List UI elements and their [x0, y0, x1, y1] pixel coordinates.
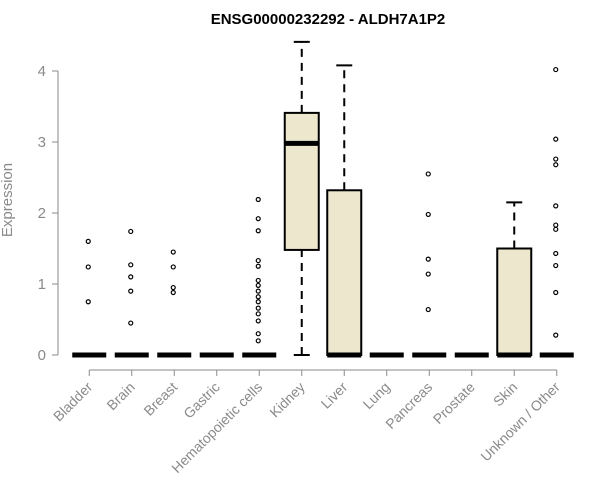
outlier-point — [553, 289, 559, 296]
outlier-point — [553, 66, 559, 73]
outlier-point — [553, 156, 559, 162]
outlier-point — [255, 331, 261, 337]
outlier-point — [255, 294, 261, 300]
outlier-point — [85, 238, 91, 244]
outlier-point — [255, 299, 261, 305]
outlier-point — [128, 320, 134, 326]
outlier-point — [170, 284, 176, 291]
x-tick-label: Liver — [318, 379, 351, 412]
box-iqr — [326, 189, 363, 356]
outlier-point — [255, 277, 261, 284]
y-axis: 0 1 2 3 4 — [38, 63, 59, 364]
x-tick-label: Unknown / Other — [477, 379, 563, 465]
outlier-point — [255, 288, 261, 294]
y-tick-label: 3 — [38, 134, 46, 151]
outlier-point — [170, 264, 176, 270]
outlier-point — [425, 271, 431, 277]
box-iqr — [283, 111, 320, 251]
outlier-point — [128, 262, 134, 268]
outlier-point — [255, 196, 261, 203]
y-tick-label: 0 — [38, 347, 46, 364]
outlier-point — [128, 274, 134, 280]
box-brain — [114, 228, 149, 358]
outlier-point — [255, 338, 261, 344]
y-tick-label: 1 — [38, 276, 46, 293]
box-breast — [157, 249, 192, 358]
x-tick-label: Bladder — [50, 379, 96, 425]
outlier-point — [255, 318, 261, 324]
outlier-point — [553, 250, 559, 257]
x-tick-label: Skin — [490, 379, 521, 410]
outlier-point — [128, 288, 134, 294]
box-hematopoietic-cells — [242, 196, 277, 358]
y-tick-label: 2 — [38, 205, 46, 222]
outlier-point — [553, 136, 559, 142]
outlier-point — [255, 257, 261, 264]
outlier-point — [553, 162, 559, 168]
outlier-point — [170, 249, 176, 255]
box-unknown-other — [539, 66, 574, 358]
outlier-point — [128, 228, 134, 235]
outlier-point — [170, 289, 176, 296]
outlier-point — [255, 216, 261, 222]
box-kidney — [283, 40, 320, 356]
plot-area — [72, 40, 574, 358]
x-tick-label: Lung — [360, 379, 393, 412]
x-tick-label: Breast — [140, 379, 180, 419]
box-pancreas — [412, 171, 447, 358]
x-tick-label: Brain — [103, 379, 137, 413]
y-axis-label: Expression — [0, 163, 16, 237]
chart-title: ENSG00000232292 - ALDH7A1P2 — [211, 11, 446, 28]
outlier-point — [255, 311, 261, 317]
outlier-point — [255, 305, 261, 311]
x-tick-label: Pancreas — [382, 379, 435, 432]
outlier-point — [255, 263, 261, 269]
outlier-point — [553, 226, 559, 232]
outlier-point — [255, 282, 261, 289]
outlier-point — [425, 306, 431, 313]
y-tick-label: 4 — [38, 63, 46, 80]
outlier-point — [553, 262, 559, 269]
x-tick-label: Kidney — [266, 379, 308, 421]
box-bladder — [72, 238, 107, 358]
outlier-point — [553, 332, 559, 338]
outlier-point — [425, 171, 431, 177]
outlier-point — [85, 299, 91, 305]
box-iqr — [496, 247, 533, 356]
outlier-point — [553, 222, 559, 228]
outlier-point — [425, 256, 431, 262]
box-skin — [496, 201, 533, 358]
outlier-point — [255, 228, 261, 234]
outlier-point — [425, 211, 431, 218]
x-tick-label: Prostate — [430, 379, 478, 427]
outlier-point — [85, 264, 91, 270]
outlier-point — [553, 203, 559, 209]
box-liver — [326, 64, 363, 358]
